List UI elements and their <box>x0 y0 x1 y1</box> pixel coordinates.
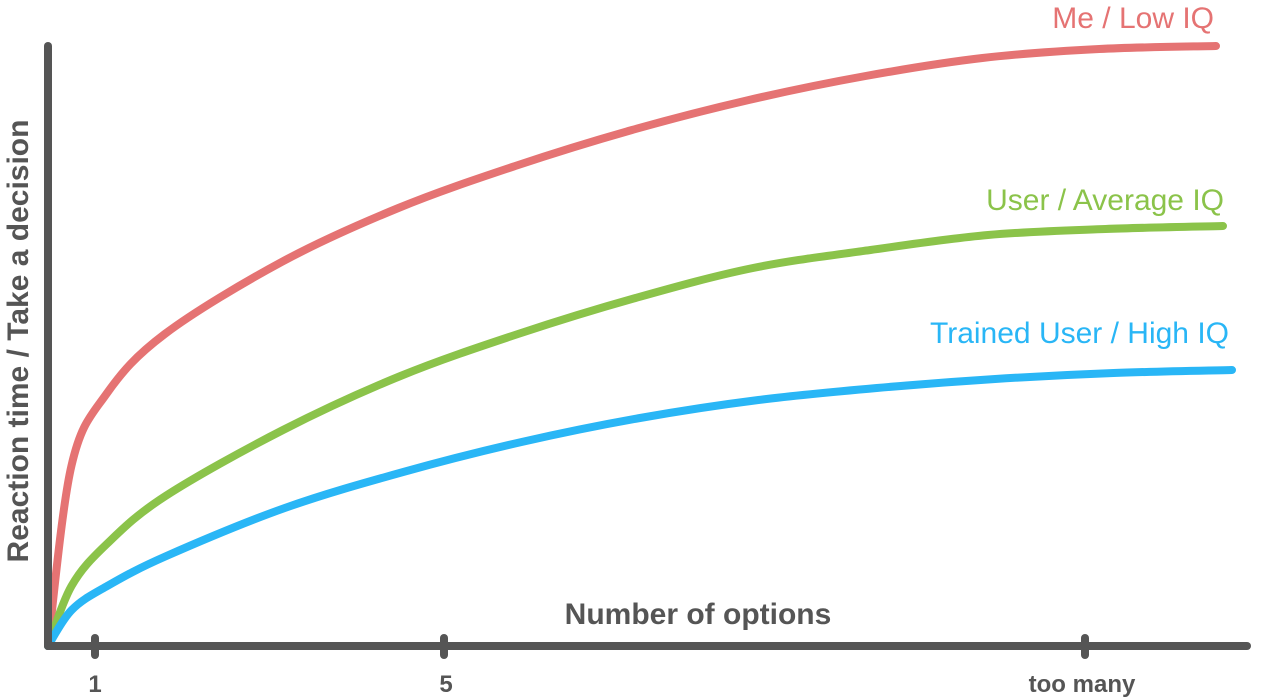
series-line-high-iq <box>44 366 1236 650</box>
series-layer <box>44 42 1236 650</box>
series-label-average-iq: User / Average IQ <box>986 184 1224 217</box>
x-tick-label-too-many: too many <box>1029 671 1136 698</box>
series-label-low-iq: Me / Low IQ <box>1052 2 1214 35</box>
y-axis-title: Reaction time / Take a decision <box>2 120 35 563</box>
series-label-high-iq: Trained User / High IQ <box>930 317 1229 350</box>
x-axis-title: Number of options <box>565 598 832 631</box>
x-tick-label-5: 5 <box>439 671 452 698</box>
series-line-average-iq <box>44 222 1227 650</box>
x-tick-label-1: 1 <box>88 671 101 698</box>
series-line-low-iq <box>44 42 1220 650</box>
